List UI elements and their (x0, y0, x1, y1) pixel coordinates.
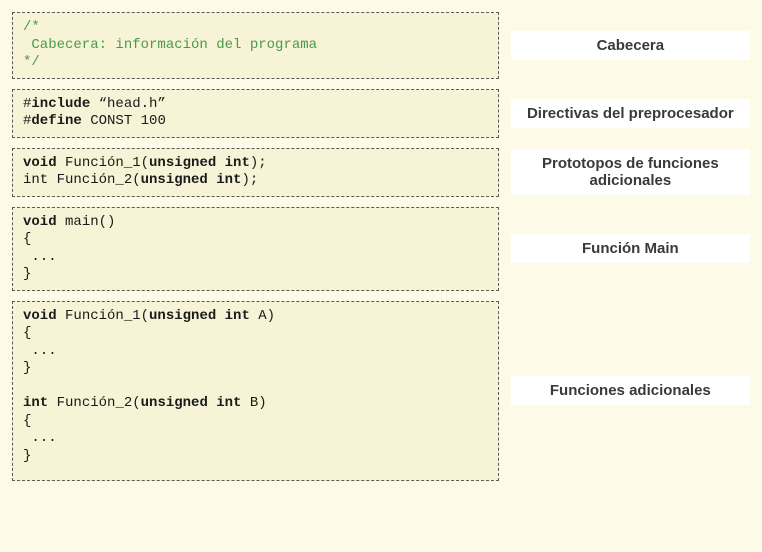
label-wrap-0: Cabecera (511, 12, 750, 79)
label-wrap-4: Funciones adicionales (511, 301, 750, 481)
section-label-2: Prototopos de funciones adicionales (511, 149, 750, 195)
section-row-1: #include “head.h”#define CONST 100 Direct… (12, 89, 750, 138)
code-box-1: #include “head.h”#define CONST 100 (12, 89, 499, 138)
section-row-3: void main(){ ...} Función Main (12, 207, 750, 291)
section-label-4: Funciones adicionales (511, 376, 750, 405)
section-label-0: Cabecera (511, 31, 750, 60)
section-row-4: void Función_1(unsigned int A){ ...}int … (12, 301, 750, 481)
section-row-2: void Función_1(unsigned int);int Función… (12, 148, 750, 197)
section-row-0: /* Cabecera: información del programa*/ C… (12, 12, 750, 79)
label-wrap-2: Prototopos de funciones adicionales (511, 148, 750, 197)
label-wrap-1: Directivas del preprocesador (511, 89, 750, 138)
section-label-3: Función Main (511, 234, 750, 263)
diagram-container: /* Cabecera: información del programa*/ C… (12, 12, 750, 481)
section-label-1: Directivas del preprocesador (511, 99, 750, 128)
label-wrap-3: Función Main (511, 207, 750, 291)
code-box-0: /* Cabecera: información del programa*/ (12, 12, 499, 79)
code-box-2: void Función_1(unsigned int);int Función… (12, 148, 499, 197)
code-box-4: void Función_1(unsigned int A){ ...}int … (12, 301, 499, 481)
code-box-3: void main(){ ...} (12, 207, 499, 291)
